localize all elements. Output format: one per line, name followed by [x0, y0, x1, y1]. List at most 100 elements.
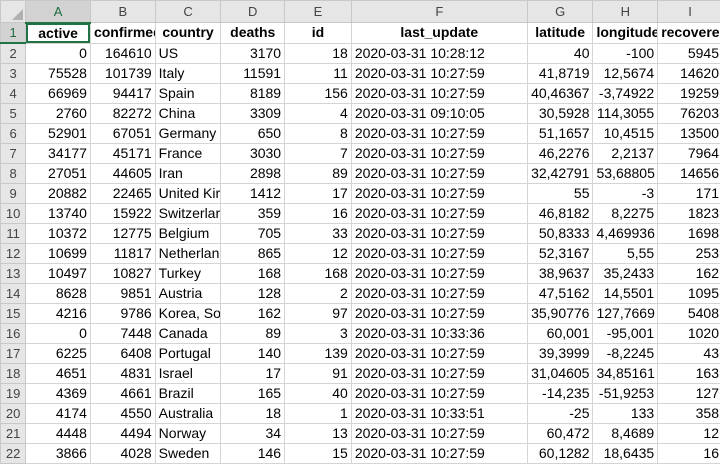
cell-confirmed[interactable]: 12775	[89, 223, 156, 244]
cell-confirmed[interactable]: 4028	[89, 443, 156, 464]
cell-active[interactable]: 4216	[25, 303, 91, 324]
cell-confirmed[interactable]: 4550	[89, 403, 156, 424]
cell-id[interactable]: 13	[284, 423, 352, 444]
cell-deaths[interactable]: 146	[220, 443, 286, 464]
cell-confirmed[interactable]: 7448	[89, 323, 156, 344]
cell-longitude[interactable]: 14,5501	[592, 283, 659, 304]
cell-recovered[interactable]: 12	[657, 423, 720, 444]
cell-latitude[interactable]: 50,8333	[526, 223, 594, 244]
cell-country[interactable]: Portugal	[154, 343, 222, 364]
column-header-d[interactable]: D	[220, 0, 286, 23]
cell-confirmed[interactable]: 45171	[89, 143, 156, 164]
cell-deaths[interactable]: 17	[220, 363, 286, 384]
cell-longitude[interactable]: -3	[592, 183, 659, 204]
row-header[interactable]: 5	[0, 103, 27, 124]
cell-id[interactable]: 18	[284, 42, 352, 64]
cell-country[interactable]: Korea, Sou	[154, 303, 222, 324]
cell-latitude[interactable]: 31,04605	[526, 363, 594, 384]
row-header[interactable]: 10	[0, 203, 27, 224]
row-header[interactable]: 15	[0, 303, 27, 324]
cell-country[interactable]: Italy	[154, 63, 222, 84]
cell-id[interactable]: 15	[284, 443, 352, 464]
row-header[interactable]: 13	[0, 263, 27, 284]
cell-confirmed[interactable]: 67051	[89, 123, 156, 144]
cell-latitude[interactable]: 39,3999	[526, 343, 594, 364]
cell-id[interactable]: 168	[284, 263, 352, 284]
cell-recovered[interactable]: 358	[657, 403, 720, 424]
cell-latitude[interactable]: 41,8719	[526, 63, 594, 84]
header-cell-longitude[interactable]: longitude	[592, 22, 659, 44]
cell-id[interactable]: 12	[284, 243, 352, 264]
cell-country[interactable]: Norway	[154, 423, 222, 444]
cell-deaths[interactable]: 168	[220, 263, 286, 284]
cell-last-update[interactable]: 2020-03-31 10:33:36	[350, 323, 528, 344]
cell-longitude[interactable]: 2,2137	[592, 143, 659, 164]
row-header[interactable]: 12	[0, 243, 27, 264]
row-header[interactable]: 19	[0, 383, 27, 404]
cell-last-update[interactable]: 2020-03-31 10:27:59	[350, 223, 528, 244]
cell-country[interactable]: Belgium	[154, 223, 222, 244]
column-header-h[interactable]: H	[592, 0, 659, 23]
cell-recovered[interactable]: 162	[657, 263, 720, 284]
cell-recovered[interactable]: 5408	[657, 303, 720, 324]
cell-country[interactable]: Germany	[154, 123, 222, 144]
cell-last-update[interactable]: 2020-03-31 10:27:59	[350, 363, 528, 384]
cell-latitude[interactable]: 52,3167	[526, 243, 594, 264]
cell-recovered[interactable]: 13500	[657, 123, 720, 144]
cell-confirmed[interactable]: 11817	[89, 243, 156, 264]
column-header-g[interactable]: G	[526, 0, 594, 23]
cell-recovered[interactable]: 19259	[657, 83, 720, 104]
cell-deaths[interactable]: 3030	[220, 143, 286, 164]
cell-deaths[interactable]: 128	[220, 283, 286, 304]
cell-confirmed[interactable]: 94417	[89, 83, 156, 104]
cell-recovered[interactable]: 5945	[657, 42, 720, 64]
cell-active[interactable]: 66969	[25, 83, 91, 104]
row-header[interactable]: 14	[0, 283, 27, 304]
cell-longitude[interactable]: 4,469936	[592, 223, 659, 244]
cell-last-update[interactable]: 2020-03-31 10:27:59	[350, 303, 528, 324]
cell-deaths[interactable]: 650	[220, 123, 286, 144]
row-header[interactable]: 18	[0, 363, 27, 384]
cell-longitude[interactable]: 12,5674	[592, 63, 659, 84]
cell-confirmed[interactable]: 9786	[89, 303, 156, 324]
header-cell-id[interactable]: id	[284, 22, 352, 44]
cell-last-update[interactable]: 2020-03-31 10:27:59	[350, 283, 528, 304]
row-header[interactable]: 20	[0, 403, 27, 424]
row-header[interactable]: 6	[0, 123, 27, 144]
cell-last-update[interactable]: 2020-03-31 10:27:59	[350, 383, 528, 404]
cell-last-update[interactable]: 2020-03-31 10:27:59	[350, 243, 528, 264]
cell-latitude[interactable]: 40,46367	[526, 83, 594, 104]
cell-last-update[interactable]: 2020-03-31 10:27:59	[350, 183, 528, 204]
header-cell-recovered[interactable]: recovered	[657, 22, 720, 44]
cell-recovered[interactable]: 163	[657, 363, 720, 384]
cell-active[interactable]: 75528	[25, 63, 91, 84]
cell-deaths[interactable]: 89	[220, 323, 286, 344]
cell-longitude[interactable]: 127,7669	[592, 303, 659, 324]
cell-country[interactable]: Spain	[154, 83, 222, 104]
cell-active[interactable]: 0	[25, 323, 91, 344]
cell-country[interactable]: China	[154, 103, 222, 124]
cell-active[interactable]: 4174	[25, 403, 91, 424]
cell-id[interactable]: 97	[284, 303, 352, 324]
cell-id[interactable]: 8	[284, 123, 352, 144]
cell-longitude[interactable]: 114,3055	[592, 103, 659, 124]
cell-active[interactable]: 13740	[25, 203, 91, 224]
cell-country[interactable]: Iran	[154, 163, 222, 184]
cell-latitude[interactable]: 60,1282	[526, 443, 594, 464]
cell-recovered[interactable]: 1095	[657, 283, 720, 304]
cell-latitude[interactable]: 40	[526, 42, 594, 64]
cell-deaths[interactable]: 2898	[220, 163, 286, 184]
cell-country[interactable]: France	[154, 143, 222, 164]
cell-longitude[interactable]: 133	[592, 403, 659, 424]
row-header[interactable]: 1	[0, 22, 27, 44]
cell-deaths[interactable]: 3170	[220, 42, 286, 64]
cell-deaths[interactable]: 18	[220, 403, 286, 424]
cell-deaths[interactable]: 359	[220, 203, 286, 224]
row-header[interactable]: 4	[0, 83, 27, 104]
cell-active[interactable]: 10372	[25, 223, 91, 244]
cell-last-update[interactable]: 2020-03-31 10:27:59	[350, 263, 528, 284]
cell-country[interactable]: Sweden	[154, 443, 222, 464]
column-header-c[interactable]: C	[154, 0, 222, 23]
cell-confirmed[interactable]: 9851	[89, 283, 156, 304]
cell-latitude[interactable]: 46,8182	[526, 203, 594, 224]
